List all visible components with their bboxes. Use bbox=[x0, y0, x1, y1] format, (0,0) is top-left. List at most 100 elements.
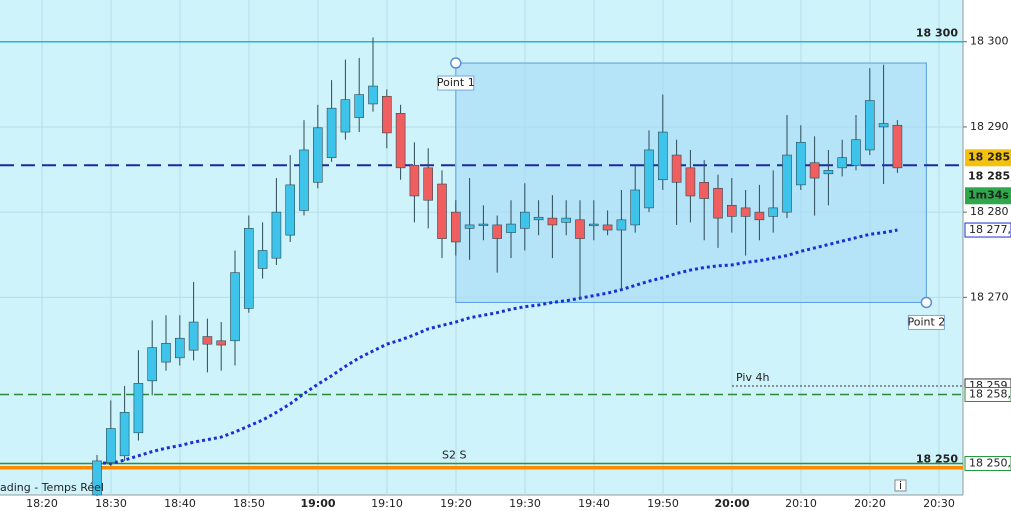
x-tick-label: 19:10 bbox=[371, 497, 403, 510]
x-tick-label: 19:40 bbox=[578, 497, 610, 510]
y-tick-label: 18 270 bbox=[970, 290, 1009, 303]
price-box bbox=[964, 222, 1011, 238]
candle-body bbox=[464, 224, 475, 229]
candle-body bbox=[644, 149, 654, 209]
line-label: 18 300 bbox=[916, 27, 958, 40]
candle-body bbox=[837, 157, 848, 169]
candle-body bbox=[795, 141, 806, 186]
price-box-label: 18 258,6 bbox=[969, 387, 1011, 400]
candle-body bbox=[602, 224, 613, 231]
y-tick-label: 18 300 bbox=[970, 35, 1009, 48]
candle-body bbox=[699, 182, 710, 199]
candle-body bbox=[533, 216, 544, 221]
price-box-label: 1m34s bbox=[968, 188, 1009, 201]
x-tick-label: 19:50 bbox=[647, 497, 679, 510]
x-tick-label: 20:20 bbox=[854, 497, 886, 510]
x-tick-label: 19:20 bbox=[440, 497, 472, 510]
candle-body bbox=[202, 336, 213, 345]
price-box bbox=[965, 149, 1011, 167]
candle-body bbox=[616, 219, 627, 231]
candle-body bbox=[864, 100, 875, 151]
candle-body bbox=[492, 224, 503, 239]
candle-body bbox=[354, 94, 365, 118]
candle-body bbox=[340, 99, 351, 133]
line-label: Piv 4h bbox=[736, 371, 769, 384]
candle-body bbox=[299, 149, 309, 211]
candle-body bbox=[381, 95, 392, 134]
price-box-label: 18 277,9 bbox=[969, 223, 1011, 236]
candle-body bbox=[312, 127, 323, 183]
candle-body bbox=[326, 107, 337, 158]
price-box-label: 18 250,5 bbox=[969, 456, 1011, 469]
x-tick-label: 20:30 bbox=[923, 497, 955, 510]
anchor-label: Point 1 bbox=[437, 76, 475, 89]
anchor-label: Point 2 bbox=[907, 315, 945, 328]
candle-body bbox=[575, 219, 585, 239]
price-box bbox=[965, 187, 1011, 205]
candle-body bbox=[754, 211, 765, 221]
x-tick-label: 18:50 bbox=[233, 497, 265, 510]
candle-body bbox=[175, 337, 185, 359]
x-tick-label: 20:10 bbox=[785, 497, 817, 510]
price-box-label: 18 285, bbox=[968, 150, 1011, 163]
x-tick-label: 20:00 bbox=[714, 497, 749, 510]
moving-average bbox=[96, 228, 898, 465]
x-tick-label: 18:20 bbox=[26, 497, 58, 510]
candle-body bbox=[271, 211, 282, 259]
info-icon-label: i bbox=[899, 479, 902, 492]
candle-body bbox=[740, 207, 751, 217]
line-label: S2 S bbox=[442, 448, 466, 461]
candle-body bbox=[368, 85, 378, 105]
candle-body bbox=[257, 250, 268, 269]
footer-text: ading - Temps Réel bbox=[0, 481, 104, 494]
candle-body bbox=[133, 383, 144, 434]
candle-body bbox=[478, 223, 489, 226]
candle-body bbox=[147, 347, 157, 382]
info-icon bbox=[894, 479, 907, 492]
candle-body bbox=[423, 167, 434, 201]
price-box bbox=[964, 386, 1011, 402]
candle-body bbox=[561, 217, 572, 223]
x-tick-label: 19:30 bbox=[509, 497, 541, 510]
candle-body bbox=[92, 460, 102, 496]
candle-body bbox=[409, 164, 420, 197]
candle-body bbox=[657, 131, 668, 181]
x-tick-label: 18:40 bbox=[164, 497, 196, 510]
candle-body bbox=[216, 340, 226, 346]
candle-body bbox=[230, 272, 240, 342]
y-tick-label: 18 290 bbox=[970, 120, 1009, 133]
candle-body bbox=[823, 170, 834, 175]
candle-body bbox=[713, 187, 723, 219]
candle-body bbox=[878, 123, 889, 128]
candle-body bbox=[106, 428, 116, 463]
candle-body bbox=[671, 154, 682, 183]
y-tick-label: 18 280 bbox=[970, 205, 1009, 218]
line-label: 18 250 bbox=[916, 453, 958, 466]
price-box-label: 18 285, bbox=[968, 169, 1011, 182]
candle-body bbox=[892, 124, 903, 169]
anchor-handle bbox=[450, 57, 462, 69]
anchor-handle bbox=[920, 296, 933, 309]
x-tick-label: 19:00 bbox=[300, 497, 335, 510]
candle-body bbox=[851, 139, 861, 166]
candle-body bbox=[630, 189, 641, 226]
candle-body bbox=[161, 343, 171, 363]
candle-body bbox=[768, 207, 779, 217]
anchor-label-box bbox=[907, 314, 945, 330]
candle-body bbox=[188, 321, 199, 351]
candle-body bbox=[685, 167, 696, 197]
candle-body bbox=[809, 162, 820, 179]
candle-body bbox=[782, 154, 792, 213]
candle-body bbox=[726, 205, 737, 217]
price-box bbox=[965, 168, 1011, 186]
price-box bbox=[964, 455, 1011, 471]
candle-body bbox=[450, 211, 461, 243]
candle-body bbox=[588, 223, 599, 227]
x-tick-label: 18:30 bbox=[95, 497, 127, 510]
anchor-label-box bbox=[437, 75, 475, 91]
candle-body bbox=[119, 412, 130, 457]
candle-body bbox=[285, 184, 296, 236]
candle-body bbox=[547, 217, 558, 226]
candle-body bbox=[395, 113, 406, 169]
